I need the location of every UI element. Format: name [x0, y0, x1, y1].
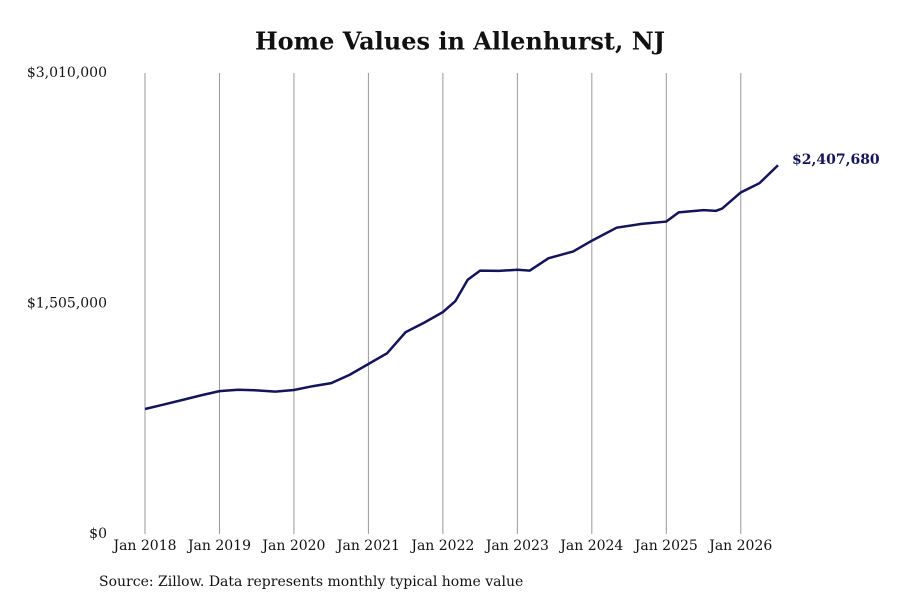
x-tick-label: Jan 2023: [484, 538, 549, 554]
x-tick-label: Jan 2025: [633, 538, 698, 554]
x-tick-label: Jan 2022: [409, 538, 474, 554]
line: [144, 164, 779, 411]
value-label: $2,407,680: [792, 152, 880, 168]
x-tick-label: Jan 2021: [335, 538, 400, 554]
y-tick-label: $1,505,000: [27, 296, 107, 312]
x-tick-label: Jan 2024: [558, 538, 623, 554]
chart-title: Home Values in Allenhurst, NJ: [255, 27, 665, 56]
x-tick-label: Jan 2020: [260, 538, 325, 554]
y-tick-label: $3,010,000: [27, 65, 107, 81]
source-note: Source: Zillow. Data represents monthly …: [99, 574, 523, 590]
x-tick-label: Jan 2018: [111, 538, 176, 554]
x-tick-label: Jan 2026: [707, 538, 772, 554]
y-tick-label: $0: [89, 526, 107, 542]
x-tick-label: Jan 2019: [186, 538, 251, 554]
